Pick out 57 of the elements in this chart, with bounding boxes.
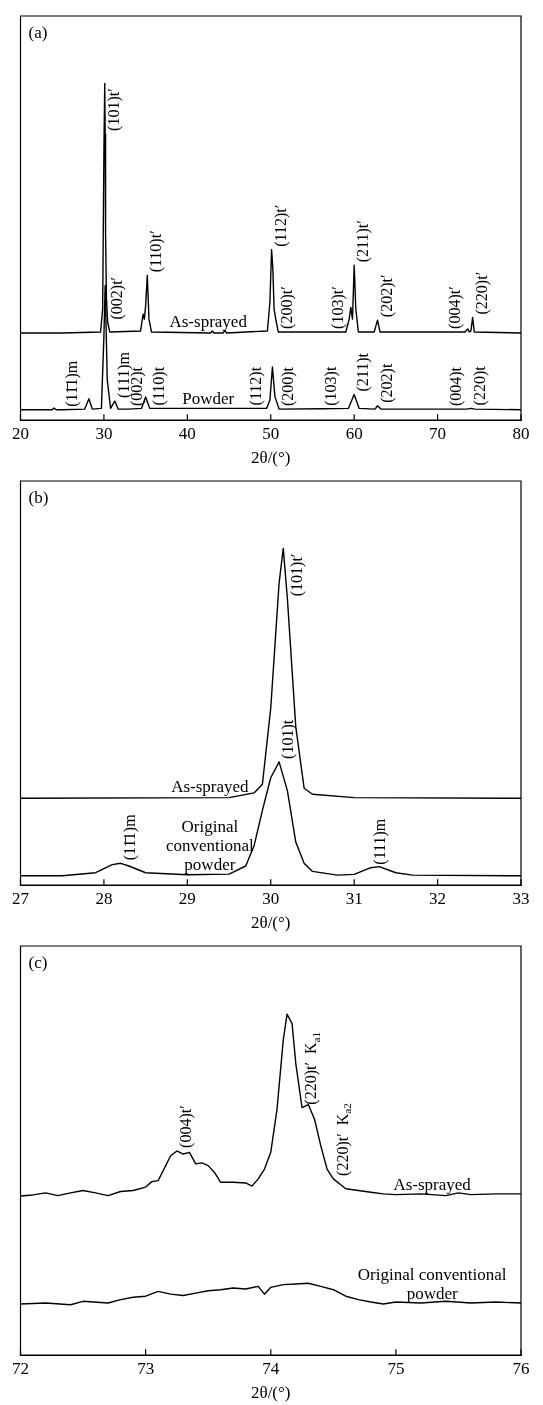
annotation: (101)t′ [287,553,306,597]
annotation: (200)t′ [278,286,297,329]
annotation: (110)t [150,366,168,406]
x-tick-label: 31 [345,888,363,908]
chart-title: (c) [28,953,48,972]
series-label: As-sprayed [169,311,248,331]
annotation: (111)m [371,818,390,865]
x-tick-label: 33 [512,888,530,908]
annotation: (200)t [279,366,298,407]
x-tick-label: 74 [262,1358,280,1378]
annotation: (11̄1)m [63,360,82,407]
annotation: (112)t′ [271,204,290,247]
annotation: (220)t′ [472,271,491,315]
x-tick-label: 60 [345,423,363,443]
annotation: (004)t′ [177,1105,196,1148]
x-tick-label: 30 [95,423,113,443]
annotation: (103)t [321,366,340,406]
x-tick-label: 29 [178,888,196,908]
x-tick-label: 27 [12,888,30,908]
annotation: (202)t [377,363,396,403]
x-tick-label: 75 [387,1358,405,1378]
annotation: (202)t′ [377,274,396,318]
annotation: (110)t′ [147,230,166,273]
x-tick-label: 28 [95,888,113,908]
annotation: (220)t [471,365,490,406]
x-tick-label: 40 [178,423,196,443]
x-axis-title: 2θ/(°) [251,1383,291,1403]
x-tick-label: 30 [262,888,280,908]
annotation: (101)t′ [105,88,124,131]
annotation: (220)t′ Ka1 [302,1031,322,1105]
series-label: As-sprayed [393,1174,472,1194]
x-axis-title: 2θ/(°) [251,448,291,468]
annotation: (211)t′ [354,220,373,263]
series-label: Powder [182,388,235,408]
annotation: (004)t′ [446,286,465,329]
chart-title: (a) [28,23,48,42]
x-tick-label: 50 [262,423,280,443]
x-tick-label: 73 [137,1358,155,1378]
annotation: (002)t′ [107,276,126,320]
annotation: (112)t [246,366,265,406]
series-label: Original conventional powder [165,816,255,874]
series-label: Original conventional powder [357,1264,507,1303]
chart-title: (b) [28,488,49,507]
annotation: (220)t′ Ka2 [333,1103,354,1176]
annotation: (004)t [446,366,465,407]
x-tick-label: 72 [12,1358,29,1378]
annotation: (103)t′ [329,286,348,329]
x-tick-label: 70 [429,423,447,443]
annotation: (101)t [279,719,298,759]
x-tick-label: 20 [12,423,29,443]
x-axis-title: 2θ/(°) [251,913,291,933]
annotation: (11̄1)m [120,813,139,861]
x-tick-label: 76 [512,1358,530,1378]
annotation: (211)t [354,352,373,392]
x-tick-label: 32 [429,888,447,908]
series-label: As-sprayed [171,777,250,797]
x-tick-label: 80 [512,423,530,443]
